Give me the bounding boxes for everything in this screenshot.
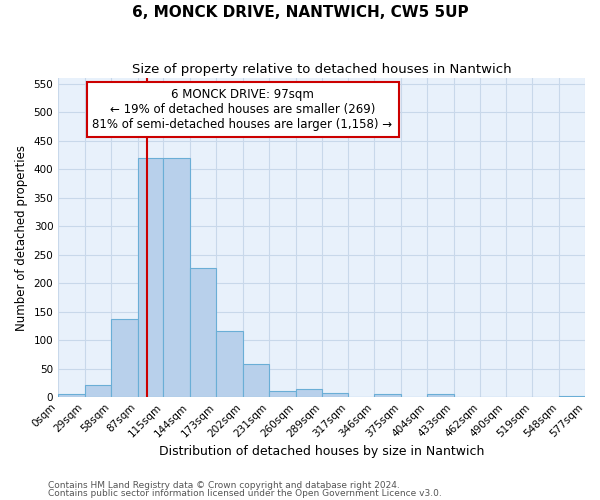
Text: 6 MONCK DRIVE: 97sqm
← 19% of detached houses are smaller (269)
81% of semi-deta: 6 MONCK DRIVE: 97sqm ← 19% of detached h… bbox=[92, 88, 392, 130]
Bar bbox=[559, 396, 585, 397]
Bar bbox=[216, 331, 242, 397]
Bar bbox=[427, 394, 454, 397]
Bar bbox=[322, 393, 347, 397]
Bar bbox=[269, 391, 296, 397]
Bar bbox=[85, 384, 111, 397]
Y-axis label: Number of detached properties: Number of detached properties bbox=[15, 144, 28, 330]
X-axis label: Distribution of detached houses by size in Nantwich: Distribution of detached houses by size … bbox=[159, 444, 484, 458]
Title: Size of property relative to detached houses in Nantwich: Size of property relative to detached ho… bbox=[132, 62, 511, 76]
Bar bbox=[163, 158, 190, 397]
Bar bbox=[137, 158, 163, 397]
Bar bbox=[58, 394, 85, 397]
Text: Contains HM Land Registry data © Crown copyright and database right 2024.: Contains HM Land Registry data © Crown c… bbox=[48, 480, 400, 490]
Bar bbox=[242, 364, 269, 397]
Text: 6, MONCK DRIVE, NANTWICH, CW5 5UP: 6, MONCK DRIVE, NANTWICH, CW5 5UP bbox=[131, 5, 469, 20]
Bar bbox=[296, 389, 322, 397]
Bar bbox=[111, 319, 137, 397]
Text: Contains public sector information licensed under the Open Government Licence v3: Contains public sector information licen… bbox=[48, 489, 442, 498]
Bar bbox=[190, 268, 216, 397]
Bar bbox=[374, 394, 401, 397]
